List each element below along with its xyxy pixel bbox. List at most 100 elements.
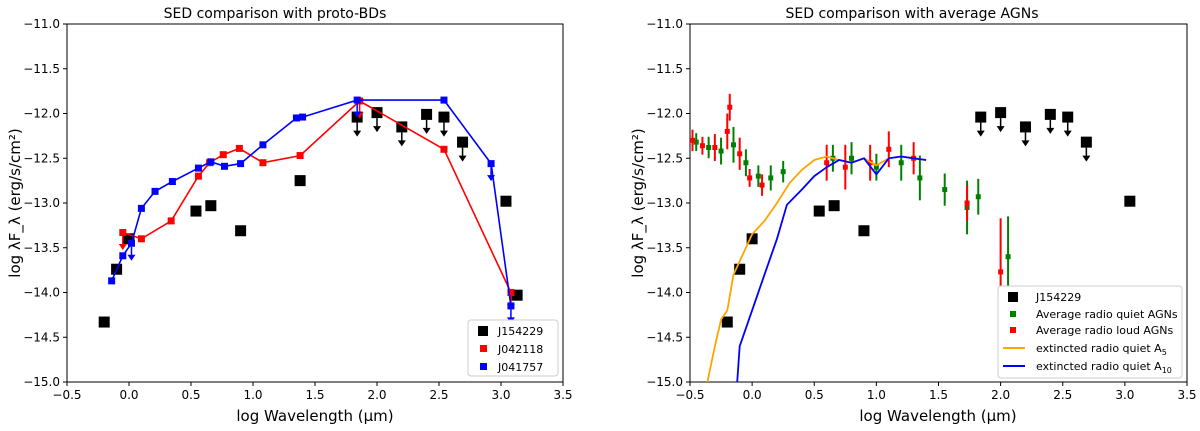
data-point-j042118 <box>440 145 448 153</box>
data-point-average-radio-quiet-agns <box>917 175 923 181</box>
series-line-j041757 <box>110 99 512 307</box>
data-point-average-radio-loud-agns <box>690 137 695 143</box>
x-tick-label: 2.0 <box>367 388 386 402</box>
data-point-j154229 <box>205 200 217 212</box>
upper-limit-arrow-j042118 <box>118 244 127 251</box>
upper-limit-arrow-j154229 <box>976 130 985 137</box>
series-group <box>690 93 1147 382</box>
data-point-average-radio-quiet-agns <box>849 155 855 161</box>
data-point-j041757 <box>299 113 307 121</box>
upper-limit-arrow-j041757 <box>487 175 496 182</box>
data-point-j042118 <box>219 151 227 159</box>
data-point-j042118 <box>507 289 515 296</box>
legend-label: J041757 <box>497 361 543 374</box>
x-tick-label: 1.5 <box>305 388 324 402</box>
y-tick-label: −14.5 <box>23 330 60 344</box>
y-tick-label: −14.0 <box>23 286 60 300</box>
y-tick-label: −12.5 <box>23 151 60 165</box>
data-point-average-radio-loud-agns <box>747 175 753 181</box>
data-point-j154229 <box>98 316 110 328</box>
y-tick-label: −12.0 <box>646 107 683 121</box>
x-tick-label: 1.0 <box>243 388 262 402</box>
data-point-average-radio-quiet-agns <box>706 145 712 151</box>
data-point-j154229 <box>858 225 870 237</box>
x-tick-label: 2.0 <box>991 388 1010 402</box>
data-point-average-radio-quiet-agns <box>693 139 699 145</box>
y-tick-label: −13.0 <box>646 196 683 210</box>
data-point-average-radio-quiet-agns <box>942 187 948 193</box>
upper-limit-arrow-j154229 <box>439 130 448 137</box>
tick-group: −0.5 0.0 0.5 1.0 1.5 2.0 2.5 3.0 3.5 −15.0 −14.5 −1… <box>646 17 1196 402</box>
data-point-average-radio-quiet-agns <box>898 160 904 166</box>
tick-group: −0.5 0.0 0.5 1.0 1.5 2.0 2.5 3.0 3.5 −15.0 −14.5 −1… <box>23 17 572 402</box>
chart-agns: SED comparison with average AGNs −0.5 0.0… <box>629 6 1197 425</box>
data-point-j154229 <box>457 136 469 148</box>
data-point-j041757 <box>507 302 515 310</box>
data-point-average-radio-quiet-agns <box>1005 254 1011 260</box>
data-point-average-radio-loud-agns <box>964 200 970 206</box>
data-point-average-radio-quiet-agns <box>975 194 981 200</box>
data-point-average-radio-loud-agns <box>842 164 848 170</box>
legend-label: extincted radio quiet A10 <box>1036 360 1172 375</box>
data-point-j154229 <box>1019 121 1031 133</box>
y-tick-label: −13.5 <box>646 241 683 255</box>
upper-limit-arrow-j041757 <box>127 254 136 261</box>
legend-marker-j154229 <box>478 326 488 336</box>
legend-label: Average radio loud AGNs <box>1036 324 1174 337</box>
data-point-average-radio-quiet-agns <box>743 160 749 166</box>
legend-label: J154229 <box>1035 291 1081 304</box>
data-point-average-radio-loud-agns <box>737 151 743 157</box>
data-point-j041757 <box>237 160 245 168</box>
data-point-j042118 <box>194 172 202 180</box>
data-point-j041757 <box>259 141 267 149</box>
y-tick-label: −15.0 <box>646 375 683 389</box>
data-point-j154229 <box>396 121 408 133</box>
x-axis-title: log Wavelength (μm) <box>859 407 1016 425</box>
x-axis-title: log Wavelength (μm) <box>236 407 393 425</box>
y-tick-label: −13.5 <box>23 241 60 255</box>
data-point-j154229 <box>995 107 1007 119</box>
x-tick-label: 3.5 <box>553 388 572 402</box>
data-point-j154229 <box>123 233 135 245</box>
data-point-j154229 <box>1124 195 1136 207</box>
data-point-j041757 <box>220 162 228 170</box>
x-tick-label: −0.5 <box>675 388 704 402</box>
data-point-j042118 <box>167 217 175 225</box>
data-point-j154229 <box>371 107 383 119</box>
data-point-j041757 <box>207 158 215 166</box>
data-point-j041757 <box>353 96 361 104</box>
data-point-j041757 <box>194 164 202 172</box>
data-point-average-radio-loud-agns <box>886 146 892 152</box>
series-line-extincted-radio-quiet-a- <box>706 155 927 382</box>
upper-limit-arrow-j041757 <box>353 111 362 118</box>
data-point-average-radio-quiet-agns <box>873 164 879 170</box>
upper-limit-arrow-j154229 <box>397 140 406 147</box>
upper-limit-arrow-j154229 <box>1021 140 1030 147</box>
y-tick-label: −14.0 <box>646 286 683 300</box>
data-point-j154229 <box>813 205 825 217</box>
x-tick-label: 0.5 <box>805 388 824 402</box>
data-point-j042118 <box>119 229 127 237</box>
upper-limit-arrow-j154229 <box>1046 127 1055 134</box>
y-axis-title: log λF_λ (erg/s/cm²) <box>629 128 648 277</box>
data-point-average-radio-loud-agns <box>998 269 1004 275</box>
data-point-j154229 <box>1044 108 1056 120</box>
legend: J154229 Average radio quiet AGNs Average… <box>997 285 1183 379</box>
x-tick-label: 3.5 <box>1177 388 1196 402</box>
upper-limit-arrow-j154229 <box>373 126 381 133</box>
x-tick-label: 0.5 <box>181 388 200 402</box>
data-point-j042118 <box>137 235 145 243</box>
chart-title: SED comparison with average AGNs <box>785 6 1038 22</box>
data-point-j041757 <box>440 96 448 104</box>
data-point-average-radio-loud-agns <box>712 145 718 151</box>
data-point-j154229 <box>421 108 433 120</box>
x-tick-label: 2.5 <box>1053 388 1072 402</box>
legend-label: extincted radio quiet A5 <box>1036 342 1167 357</box>
upper-limit-arrow-j154229 <box>1082 155 1091 162</box>
data-point-average-radio-quiet-agns <box>718 148 724 154</box>
data-point-j041757 <box>119 252 127 260</box>
data-point-j154229 <box>500 195 512 207</box>
legend: J154229 J042118 J041757 <box>467 319 559 377</box>
upper-limit-arrow-j154229 <box>422 127 431 134</box>
